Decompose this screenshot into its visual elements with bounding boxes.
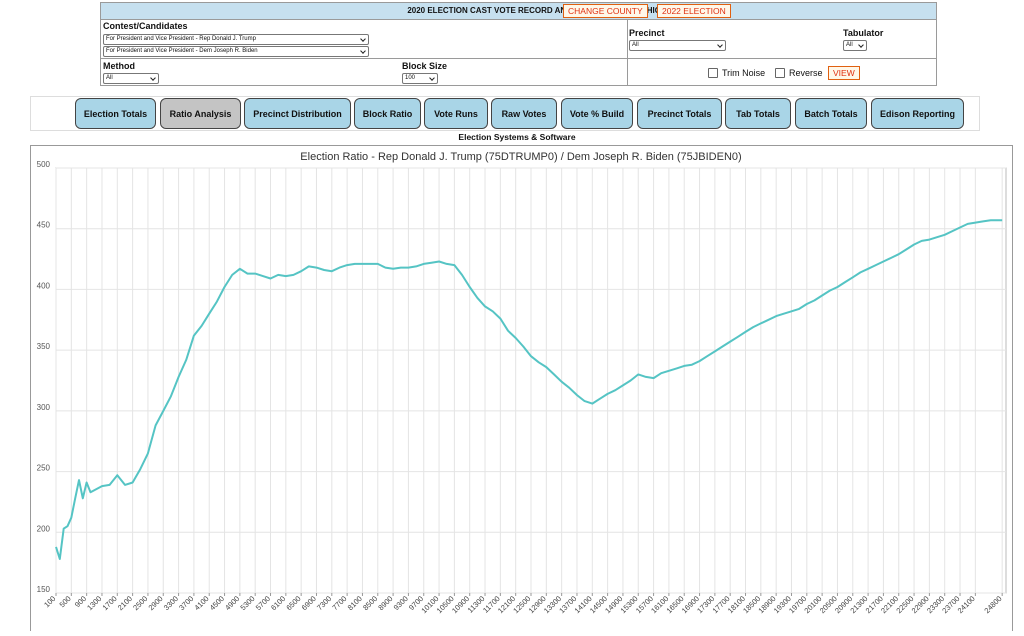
ratio-line: [55, 219, 1003, 560]
tabulator-select[interactable]: All: [843, 40, 867, 51]
x-tick-label: 3700: [177, 594, 195, 612]
contest-select[interactable]: For President and Vice President - Rep D…: [103, 34, 369, 45]
x-tick-label: 2900: [147, 594, 165, 612]
x-tick-label: 2100: [116, 594, 134, 612]
divider: [101, 58, 936, 59]
y-tick-label: 150: [37, 585, 51, 594]
chart: Election Ratio - Rep Donald J. Trump (75…: [37, 151, 1007, 615]
x-tick-label: 7700: [330, 594, 348, 612]
tab[interactable]: Precinct Totals: [637, 98, 722, 129]
view-button[interactable]: VIEW: [828, 66, 860, 80]
y-tick-label: 350: [37, 342, 51, 351]
x-tick-label: 100: [42, 594, 57, 609]
tab-bar: Election Totals Ratio Analysis Precinct Di…: [30, 96, 980, 131]
y-tick-label: 400: [37, 281, 51, 290]
change-county-button[interactable]: CHANGE COUNTY: [563, 4, 648, 18]
tab[interactable]: Tab Totals: [725, 98, 791, 129]
x-tick-label: 6900: [300, 594, 318, 612]
contest-select[interactable]: For President and Vice President - Dem J…: [103, 46, 369, 57]
tabulator-label: Tabulator: [843, 28, 884, 38]
contest-label: Contest/Candidates: [103, 21, 188, 31]
tab[interactable]: Precinct Distribution: [244, 98, 351, 129]
y-tick-label: 450: [37, 221, 51, 230]
y-tick-label: 500: [37, 160, 51, 169]
x-tick-label: 6500: [284, 594, 302, 612]
precinct-label: Precinct: [629, 28, 665, 38]
x-tick-label: 1300: [85, 594, 103, 612]
x-tick-label: 9300: [392, 594, 410, 612]
method-label: Method: [103, 61, 135, 71]
x-tick-label: 8500: [361, 594, 379, 612]
reverse-checkbox[interactable]: [775, 68, 785, 78]
x-tick-label: 1700: [101, 594, 119, 612]
y-tick-label: 300: [37, 403, 51, 412]
control-panel: 2020 ELECTION CAST VOTE RECORD ANALYZER …: [100, 2, 937, 86]
checkbox-label: Reverse: [789, 68, 823, 78]
trim-noise-checkbox[interactable]: [708, 68, 718, 78]
precinct-select[interactable]: All: [629, 40, 726, 51]
x-tick-label: 4100: [192, 594, 210, 612]
tab[interactable]: Raw Votes: [491, 98, 557, 129]
tab[interactable]: Edison Reporting: [871, 98, 964, 129]
x-tick-label: 8900: [376, 594, 394, 612]
x-tick-label: 500: [58, 594, 73, 609]
x-tick-label: 7300: [315, 594, 333, 612]
x-tick-label: 8100: [346, 594, 364, 612]
tab[interactable]: Block Ratio: [354, 98, 421, 129]
y-tick-label: 250: [37, 464, 51, 473]
tab[interactable]: Election Totals: [75, 98, 156, 129]
x-tick-label: 5700: [254, 594, 272, 612]
tab[interactable]: Vote % Build: [561, 98, 633, 129]
tab[interactable]: Ratio Analysis: [160, 98, 241, 129]
x-tick-label: 2500: [131, 594, 149, 612]
x-tick-label: 4500: [208, 594, 226, 612]
x-tick-label: 3300: [162, 594, 180, 612]
x-tick-label: 6100: [269, 594, 287, 612]
vendor-label: Election Systems & Software: [458, 132, 576, 142]
x-tick-label: 5300: [238, 594, 256, 612]
tab[interactable]: Batch Totals: [795, 98, 867, 129]
election-button[interactable]: 2022 ELECTION: [657, 4, 731, 18]
tab[interactable]: Vote Runs: [424, 98, 488, 129]
app-title: 2020 ELECTION CAST VOTE RECORD ANALYZER …: [407, 6, 661, 15]
x-tick-label: 24800: [982, 594, 1003, 615]
chart-title: Election Ratio - Rep Donald J. Trump (75…: [300, 151, 741, 163]
y-tick-label: 200: [37, 524, 51, 533]
block-size-label: Block Size: [402, 61, 448, 71]
checkbox-label: Trim Noise: [722, 68, 766, 78]
x-tick-label: 24100: [956, 594, 977, 615]
chart-panel: Election Ratio - Rep Donald J. Trump (75…: [30, 145, 1013, 631]
method-select[interactable]: All: [103, 73, 159, 84]
divider: [627, 20, 628, 85]
block-size-select[interactable]: 100: [402, 73, 438, 84]
x-tick-label: 4900: [223, 594, 241, 612]
